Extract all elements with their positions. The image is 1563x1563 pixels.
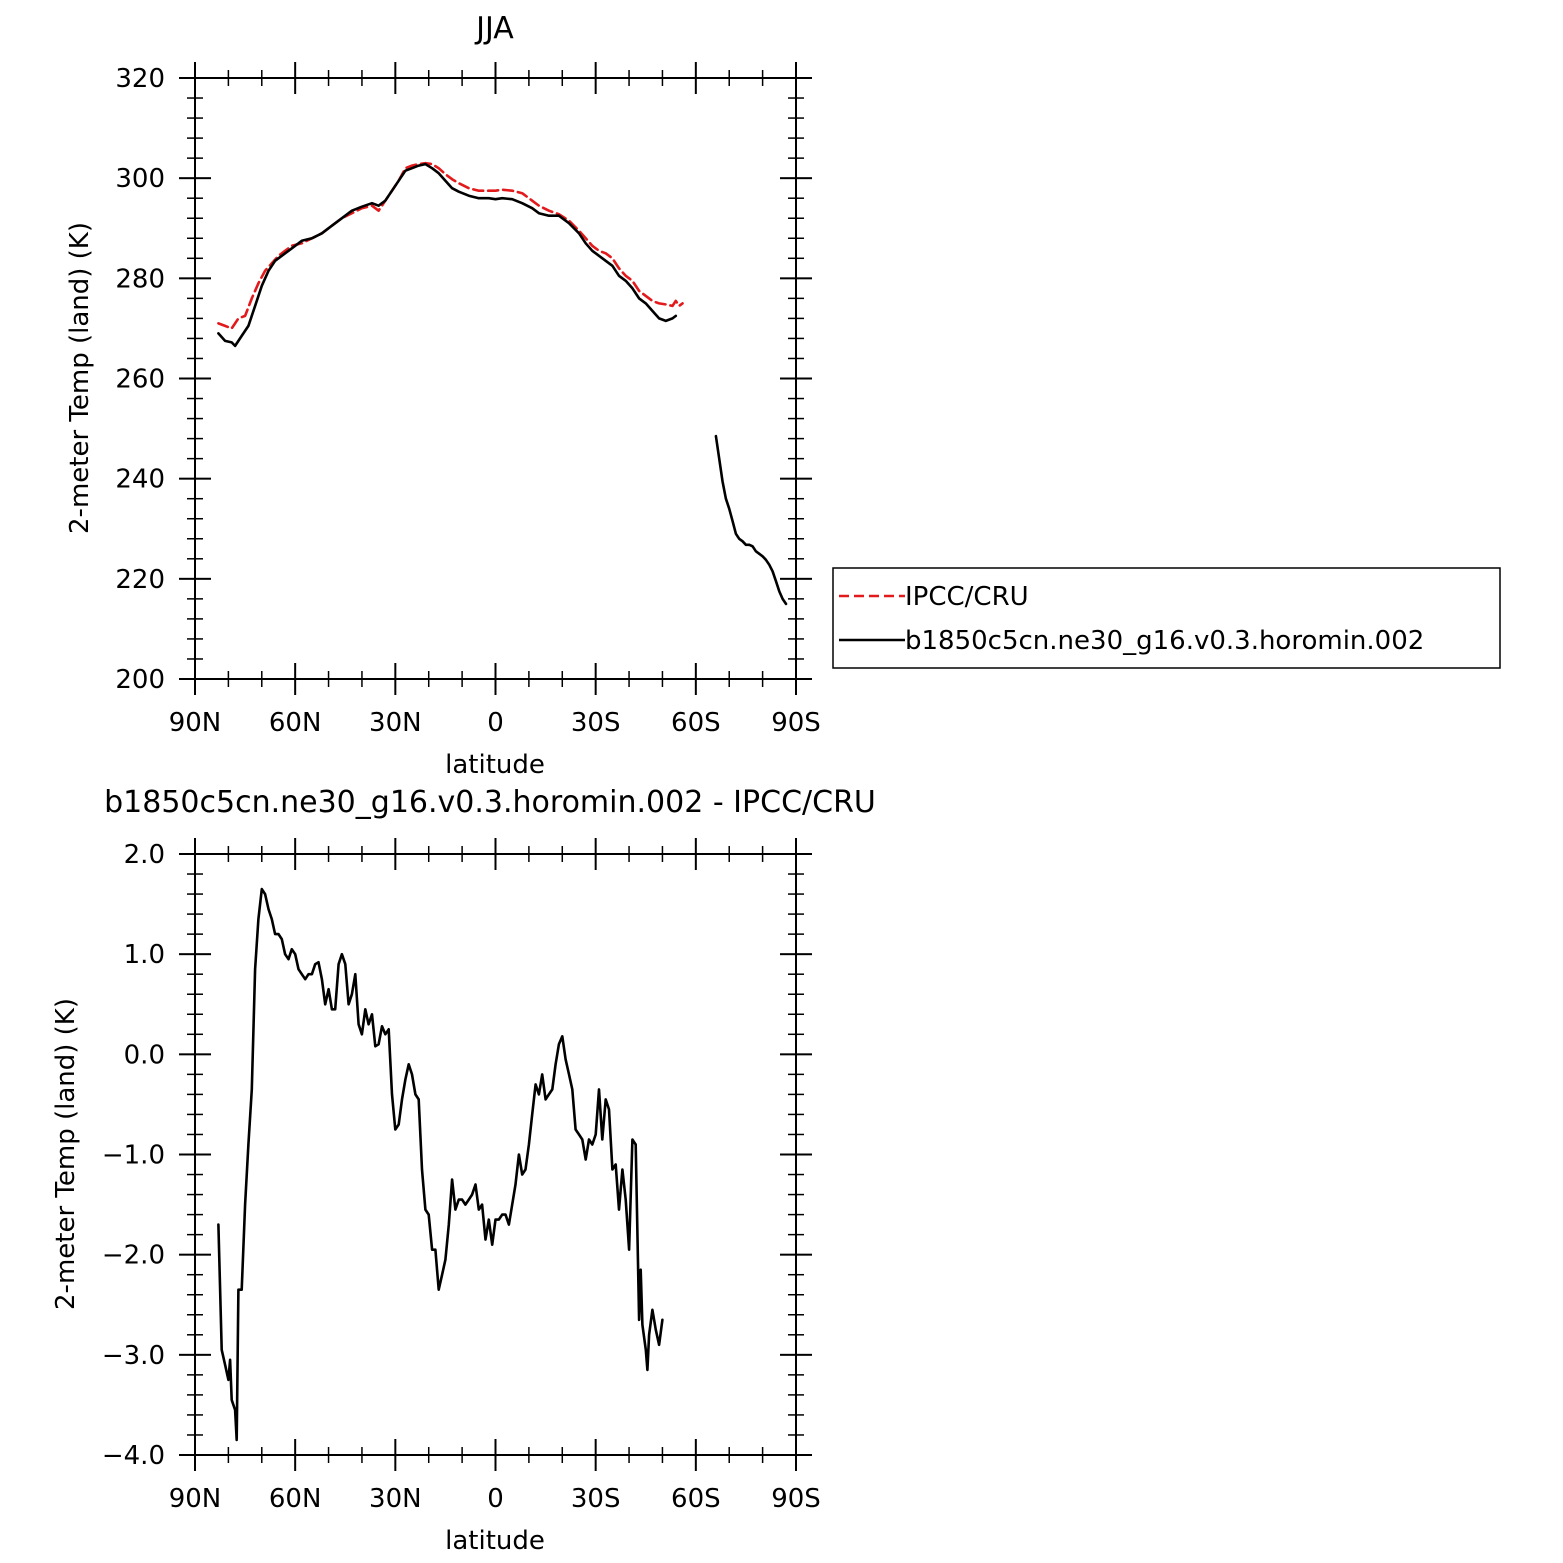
y-tick-label: 280 <box>115 264 165 294</box>
x-tick-label: 90N <box>169 1484 222 1514</box>
x-tick-label: 90S <box>771 1484 821 1514</box>
y-tick-label: 220 <box>115 565 165 595</box>
top-y-axis-label: 2-meter Temp (land) (K) <box>65 222 95 534</box>
y-tick-label: 300 <box>115 164 165 194</box>
legend: IPCC/CRU b1850c5cn.ne30_g16.v0.3.horomin… <box>832 567 1501 669</box>
top-y-tick-labels: 200 220 240 260 280 300 320 <box>115 64 165 695</box>
series-line-0 <box>217 887 664 1442</box>
x-tick-label: 30S <box>571 708 621 738</box>
bottom-plot-title: b1850c5cn.ne30_g16.v0.3.horomin.002 - IP… <box>104 785 876 820</box>
y-tick-label: 260 <box>115 365 165 395</box>
y-tick-label: 320 <box>115 64 165 94</box>
x-tick-label: 60S <box>671 708 721 738</box>
top-x-tick-labels: 90N 60N 30N 0 30S 60S 90S <box>169 708 821 738</box>
y-tick-label: −3.0 <box>102 1341 165 1371</box>
legend-box <box>832 567 1501 669</box>
y-tick-label: 200 <box>115 665 165 695</box>
top-plot-title: JJA <box>474 11 514 46</box>
x-tick-label: 0 <box>487 708 504 738</box>
series-line-0 <box>217 161 684 330</box>
x-tick-label: 0 <box>487 1484 504 1514</box>
panel-bottom: b1850c5cn.ne30_g16.v0.3.horomin.002 - IP… <box>51 785 876 1556</box>
x-tick-label: 30S <box>571 1484 621 1514</box>
x-tick-label: 60N <box>269 1484 322 1514</box>
top-series <box>217 161 788 606</box>
series-line-1 <box>217 162 678 348</box>
x-tick-label: 60S <box>671 1484 721 1514</box>
x-tick-label: 30N <box>369 1484 422 1514</box>
x-tick-label: 60N <box>269 708 322 738</box>
x-tick-label: 90N <box>169 708 222 738</box>
y-tick-label: 2.0 <box>124 840 165 870</box>
series-line-1 <box>714 434 788 606</box>
y-tick-label: 240 <box>115 465 165 495</box>
bottom-y-axis-label: 2-meter Temp (land) (K) <box>51 998 81 1310</box>
bottom-x-axis-label: latitude <box>445 1526 545 1556</box>
x-tick-label: 90S <box>771 708 821 738</box>
bottom-axis-ticks <box>179 838 812 1471</box>
bottom-series <box>217 887 664 1442</box>
panel-top: JJA 90N 60N 30N 0 30S 60S 90S 200 220 240 260 280 3… <box>65 11 821 780</box>
legend-label-model: b1850c5cn.ne30_g16.v0.3.horomin.002 <box>905 626 1424 656</box>
y-tick-label: 0.0 <box>124 1040 165 1070</box>
bottom-x-tick-labels: 90N 60N 30N 0 30S 60S 90S <box>169 1484 821 1514</box>
y-tick-label: −1.0 <box>102 1141 165 1171</box>
top-x-axis-label: latitude <box>445 750 545 780</box>
bottom-plot-frame <box>194 853 797 1456</box>
y-tick-label: 1.0 <box>124 940 165 970</box>
top-axis-ticks <box>179 62 812 695</box>
y-tick-label: −4.0 <box>102 1441 165 1471</box>
bottom-y-tick-labels: −4.0 −3.0 −2.0 −1.0 0.0 1.0 2.0 <box>102 840 165 1471</box>
x-tick-label: 30N <box>369 708 422 738</box>
legend-label-ipcc: IPCC/CRU <box>905 582 1029 612</box>
top-plot-frame <box>194 77 797 680</box>
y-tick-label: −2.0 <box>102 1241 165 1271</box>
